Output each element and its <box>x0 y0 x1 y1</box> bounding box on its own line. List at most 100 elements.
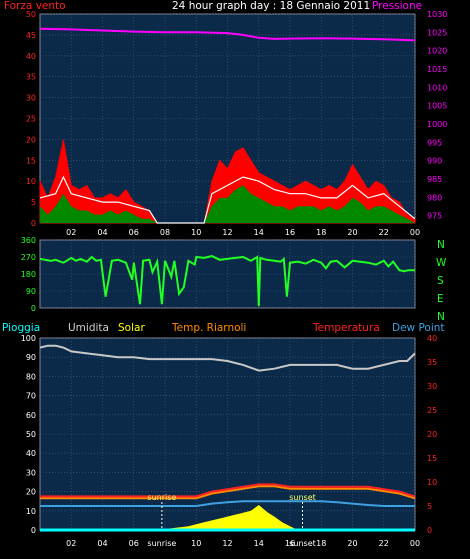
x-tick-label: 18 <box>316 228 326 237</box>
wind-gust-area <box>39 139 416 224</box>
x-tick-label: 06 <box>129 539 139 548</box>
wind-tick-label: 30 <box>26 94 36 103</box>
x-tick-label: 00 <box>410 228 420 237</box>
x-tick-label: 10 <box>191 539 201 548</box>
x-tick-label: 20 <box>347 228 357 237</box>
humidity-tick-label: 20 <box>26 488 36 497</box>
humidity-tick-label: 60 <box>26 411 36 420</box>
compass-n-top: N <box>437 239 445 251</box>
wind-tick-label: 45 <box>26 31 36 40</box>
pressure-tick-label: 995 <box>427 138 442 147</box>
compass-s: S <box>437 275 444 287</box>
humidity-tick-label: 50 <box>26 430 36 439</box>
temperature-tick-label: 15 <box>427 454 437 463</box>
left-axis-title: Forza vento <box>4 0 66 12</box>
x-tick-label: 02 <box>66 539 76 548</box>
legend-temperatura: Temperatura <box>312 322 380 334</box>
x-tick-label: 22 <box>379 539 389 548</box>
legend-dew-point: Dew Point <box>392 322 445 334</box>
pressure-tick-label: 1005 <box>427 102 447 111</box>
x-tick-label: 04 <box>97 539 107 548</box>
humidity-tick-label: 0 <box>31 526 36 535</box>
pressure-tick-label: 1020 <box>427 47 447 56</box>
direction-tick-label: 360 <box>21 236 36 245</box>
wind-tick-label: 0 <box>31 219 36 228</box>
compass-w: W <box>436 257 447 269</box>
wind-tick-label: 35 <box>26 73 36 82</box>
x-tick-label: 04 <box>97 228 107 237</box>
chart-title: 24 hour graph day : 18 Gennaio 2011 <box>172 0 370 12</box>
humidity-tick-label: 30 <box>26 468 36 477</box>
x-tick-label: 18 <box>316 539 326 548</box>
temperature-tick-label: 40 <box>427 334 437 343</box>
temperature-line <box>40 483 416 498</box>
wind-direction-panel: 0 90 180 270 360 <box>21 236 416 313</box>
pressure-line <box>39 27 416 42</box>
x-tick-label: 08 <box>160 228 170 237</box>
wind-mean-line <box>39 175 416 224</box>
pressure-tick-label: 990 <box>427 157 442 166</box>
wind-tick-label: 20 <box>26 135 36 144</box>
x-tick-label: 10 <box>191 228 201 237</box>
wind-tick-label: 40 <box>26 52 36 61</box>
humidity-tick-label: 80 <box>26 372 36 381</box>
humidity-line <box>39 344 416 372</box>
temperature-tick-label: 0 <box>427 526 432 535</box>
compass-e: E <box>437 293 444 305</box>
humidity-tick-label: 100 <box>21 334 36 343</box>
wind-tick-label: 15 <box>26 156 36 165</box>
direction-tick-label: 180 <box>21 270 36 279</box>
compass-n-bottom: N <box>437 311 445 323</box>
pressure-tick-label: 1000 <box>427 120 447 129</box>
wind-pressure-panel: 0510152025303540455097598098599099510001… <box>26 10 448 237</box>
pressure-tick-label: 975 <box>427 212 442 221</box>
temperature-tick-label: 35 <box>427 358 437 367</box>
temperature-tick-label: 5 <box>427 502 432 511</box>
direction-tick-label: 270 <box>21 253 36 262</box>
x-tick-label: 22 <box>379 228 389 237</box>
x-tick-label: 00 <box>410 539 420 548</box>
direction-tick-label: 0 <box>31 304 36 313</box>
temp-riarnoli-line <box>40 485 416 500</box>
legend-temp-riarnoli: Temp. Riarnoli <box>171 322 246 334</box>
x-tick-label: 12 <box>222 539 232 548</box>
wind-tick-label: 50 <box>26 10 36 19</box>
x-tick-label: 16 <box>285 539 295 548</box>
wind-direction-line <box>39 255 415 307</box>
x-tick-label: 02 <box>66 228 76 237</box>
humidity-tick-label: 90 <box>26 353 36 362</box>
x-sunset-label: sunset <box>289 539 316 548</box>
x-tick-label: 12 <box>222 228 232 237</box>
humidity-tick-label: 40 <box>26 449 36 458</box>
temperature-tick-label: 10 <box>427 478 437 487</box>
pressure-tick-label: 1025 <box>427 28 447 37</box>
legend-solar: Solar <box>118 322 145 334</box>
x-tick-label: 14 <box>254 539 264 548</box>
pressure-tick-label: 985 <box>427 175 442 184</box>
pressure-tick-label: 1015 <box>427 65 447 74</box>
pressure-tick-label: 1010 <box>427 83 447 92</box>
x-tick-label: 06 <box>129 228 139 237</box>
dew-point-line <box>40 500 415 507</box>
legend-pioggia: Pioggia <box>2 322 40 334</box>
temperature-tick-label: 30 <box>427 382 437 391</box>
sunrise-label: sunrise <box>147 493 176 502</box>
wind-tick-label: 10 <box>26 177 36 186</box>
legend-umidita: Umidita <box>68 322 109 334</box>
sunset-label: sunset <box>289 493 316 502</box>
temperature-tick-label: 20 <box>427 430 437 439</box>
x-tick-label: 20 <box>347 539 357 548</box>
temperature-tick-label: 25 <box>427 406 437 415</box>
x-tick-label: 16 <box>285 228 295 237</box>
pressure-tick-label: 980 <box>427 193 442 202</box>
humidity-tick-label: 70 <box>26 392 36 401</box>
right-axis-title: Pressione <box>372 0 422 12</box>
wind-average-area <box>40 185 415 223</box>
x-tick-label: 14 <box>254 228 264 237</box>
x-sunrise-label: sunrise <box>147 539 176 548</box>
humidity-tick-label: 10 <box>26 507 36 516</box>
direction-tick-label: 90 <box>26 287 36 296</box>
pressure-tick-label: 1030 <box>427 10 447 19</box>
